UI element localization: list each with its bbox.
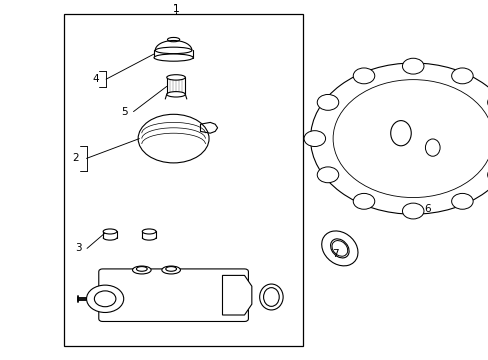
Circle shape xyxy=(310,63,488,214)
Bar xyxy=(63,14,303,346)
Circle shape xyxy=(402,203,423,219)
Circle shape xyxy=(487,167,488,183)
Circle shape xyxy=(402,58,423,74)
Text: 2: 2 xyxy=(72,153,79,163)
Text: 1: 1 xyxy=(172,4,179,14)
Ellipse shape xyxy=(330,239,348,258)
Circle shape xyxy=(86,285,123,312)
Text: 7: 7 xyxy=(331,249,338,259)
Circle shape xyxy=(451,68,472,84)
Ellipse shape xyxy=(162,266,180,274)
Ellipse shape xyxy=(103,229,117,234)
FancyBboxPatch shape xyxy=(99,269,248,321)
Ellipse shape xyxy=(263,288,279,306)
Text: 6: 6 xyxy=(424,204,430,214)
Text: 4: 4 xyxy=(92,74,99,84)
Ellipse shape xyxy=(154,54,193,61)
Ellipse shape xyxy=(259,284,283,310)
Circle shape xyxy=(304,131,325,147)
Circle shape xyxy=(451,193,472,209)
Ellipse shape xyxy=(142,229,156,234)
Circle shape xyxy=(317,94,338,110)
Ellipse shape xyxy=(155,47,192,54)
Ellipse shape xyxy=(132,266,151,274)
Text: 3: 3 xyxy=(75,243,81,253)
Ellipse shape xyxy=(166,75,185,80)
Ellipse shape xyxy=(321,231,357,266)
Circle shape xyxy=(487,94,488,110)
Text: 5: 5 xyxy=(121,107,128,117)
Polygon shape xyxy=(222,275,251,315)
Circle shape xyxy=(352,68,374,84)
Circle shape xyxy=(352,193,374,209)
Text: 1: 1 xyxy=(172,4,179,14)
Circle shape xyxy=(317,167,338,183)
Ellipse shape xyxy=(166,91,185,97)
